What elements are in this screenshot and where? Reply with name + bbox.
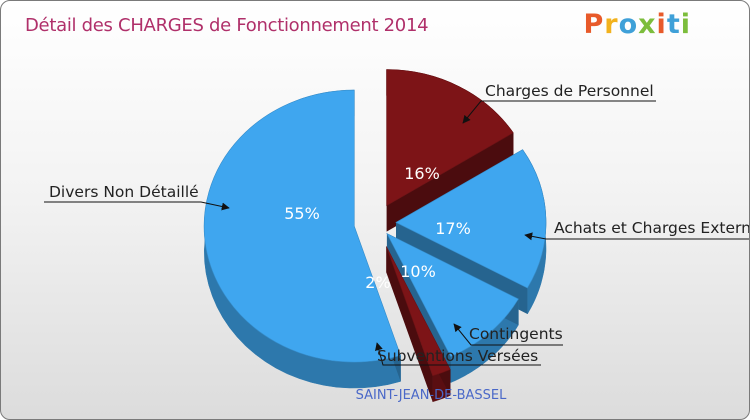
- proxiti-logo: Proxiti: [583, 9, 691, 40]
- leader-divers: [44, 201, 230, 211]
- pct-achats: 17%: [435, 219, 471, 238]
- pct-charges-personnel: 16%: [404, 164, 440, 183]
- pct-contingents: 10%: [400, 262, 436, 281]
- label-contingents: Contingents: [469, 325, 563, 343]
- pct-divers: 55%: [284, 204, 320, 223]
- leader-subventions: [375, 342, 541, 366]
- label-achats: Achats et Charges Externes: [554, 219, 750, 237]
- label-subventions: Subventions Versées: [377, 347, 538, 365]
- chart-title: Détail des CHARGES de Fonctionnement 201…: [25, 15, 429, 36]
- commune-name: SAINT-JEAN-DE-BASSEL: [356, 388, 507, 403]
- label-divers: Divers Non Détaillé: [49, 183, 199, 201]
- slice-charges-personnel: [386, 69, 514, 232]
- slice-divers: [203, 89, 401, 389]
- leader-achats: [524, 232, 749, 241]
- leader-contingents: [453, 323, 563, 346]
- leader-charges-personnel: [462, 100, 656, 124]
- slice-subventions: [386, 246, 451, 403]
- pct-subventions: 2%: [365, 273, 390, 292]
- label-charges-personnel: Charges de Personnel: [485, 82, 654, 100]
